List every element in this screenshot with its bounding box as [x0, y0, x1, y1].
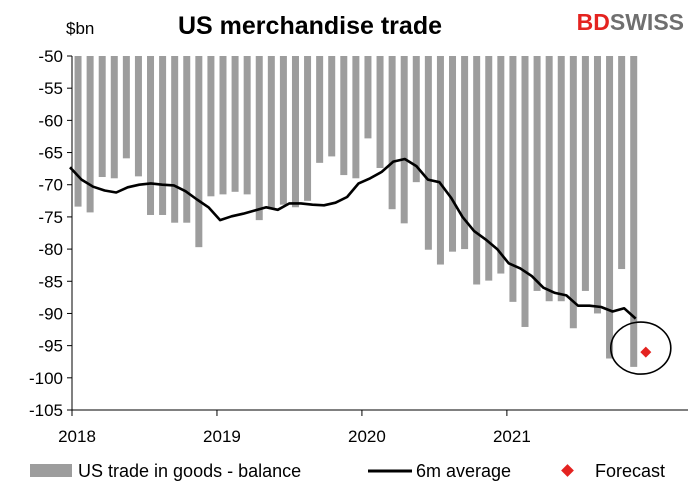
trade-balance-bar	[171, 56, 179, 223]
trade-balance-bar	[159, 56, 167, 215]
x-tick-label: 2019	[203, 427, 241, 446]
bar-series	[74, 56, 638, 367]
trade-balance-bar	[606, 56, 614, 359]
trade-balance-bar	[424, 56, 432, 250]
trade-balance-bar	[473, 56, 481, 285]
svg-text:BDSWISS: BDSWISS	[577, 9, 684, 35]
forecast-ellipse-annotation	[609, 321, 672, 375]
legend-bar-label: US trade in goods - balance	[78, 461, 301, 481]
logo-part1: BD	[577, 9, 610, 35]
six-month-average-line	[69, 157, 637, 320]
chart-title: US merchandise trade	[178, 12, 442, 40]
legend-forecast-label: Forecast	[595, 461, 665, 481]
trade-balance-bar	[412, 56, 420, 183]
trade-balance-bar	[316, 56, 324, 163]
trade-balance-bar	[521, 56, 529, 327]
trade-balance-bar	[630, 56, 638, 367]
trade-balance-bar	[436, 56, 444, 265]
y-tick-label: -85	[38, 272, 63, 291]
legend-bar-swatch	[30, 464, 72, 477]
brand-logo: BDSWISS	[577, 9, 684, 35]
x-axis: 2018 2019 2020 2021	[58, 409, 688, 446]
y-unit-label: $bn	[66, 19, 94, 38]
trade-balance-bar	[364, 56, 372, 139]
trade-balance-bar	[134, 56, 142, 177]
trade-balance-bar	[86, 56, 94, 213]
legend-forecast-swatch	[561, 464, 574, 477]
y-tick-label: -80	[38, 240, 63, 259]
trade-balance-bar	[557, 56, 565, 302]
trade-balance-bar	[74, 56, 82, 207]
y-axis: -50 -55 -60 -65 -70 -75 -80 -85 -90 -95 -100 -105	[29, 47, 73, 420]
trade-balance-bar	[400, 56, 408, 224]
x-tick-label: 2018	[58, 427, 96, 446]
trade-balance-bar	[485, 56, 493, 281]
trade-balance-bar	[533, 56, 541, 291]
y-tick-label: -60	[38, 111, 63, 130]
x-tick-label: 2021	[493, 427, 531, 446]
trade-balance-bar	[231, 56, 239, 192]
trade-balance-bar	[461, 56, 469, 250]
forecast-point	[640, 346, 652, 358]
y-tick-label: -90	[38, 304, 63, 323]
y-tick-label: -65	[38, 144, 63, 163]
logo-part2: SWISS	[610, 9, 684, 35]
y-tick-label: -50	[38, 47, 63, 66]
trade-balance-bar	[388, 56, 396, 210]
trade-balance-bar	[449, 56, 457, 252]
trade-balance-bar	[98, 56, 106, 178]
y-tick-label: -105	[29, 401, 63, 420]
y-tick-label: -100	[29, 369, 63, 388]
trade-balance-bar	[328, 56, 336, 157]
forecast-series	[609, 321, 672, 375]
trade-balance-bar	[376, 56, 384, 168]
trade-balance-bar	[267, 56, 275, 208]
trade-balance-bar	[255, 56, 263, 221]
trade-balance-bar	[110, 56, 118, 179]
y-tick-label: -75	[38, 208, 63, 227]
trade-balance-bar	[207, 56, 215, 197]
y-tick-label: -95	[38, 337, 63, 356]
x-tick-label: 2020	[348, 427, 386, 446]
trade-balance-bar	[569, 56, 577, 329]
trade-balance-bar	[122, 56, 130, 159]
trade-balance-bar	[618, 56, 626, 270]
trade-balance-bar	[183, 56, 191, 223]
legend-line-label: 6m average	[416, 461, 511, 481]
y-tick-label: -55	[38, 79, 63, 98]
trade-balance-bar	[147, 56, 155, 215]
trade-balance-bar	[243, 56, 251, 195]
trade-balance-bar	[291, 56, 299, 208]
trade-balance-bar	[581, 56, 589, 291]
trade-balance-bar	[509, 56, 517, 302]
legend: US trade in goods - balance 6m average F…	[30, 461, 665, 481]
trade-balance-bar	[545, 56, 553, 302]
trade-balance-bar	[279, 56, 287, 205]
line-series	[69, 157, 637, 320]
trade-balance-bar	[593, 56, 601, 314]
trade-balance-bar	[497, 56, 505, 274]
y-tick-label: -70	[38, 176, 63, 195]
trade-balance-bar	[304, 56, 312, 201]
trade-balance-bar	[219, 56, 227, 195]
trade-balance-bar	[352, 56, 360, 179]
trade-balance-bar	[195, 56, 203, 248]
trade-balance-bar	[340, 56, 348, 176]
